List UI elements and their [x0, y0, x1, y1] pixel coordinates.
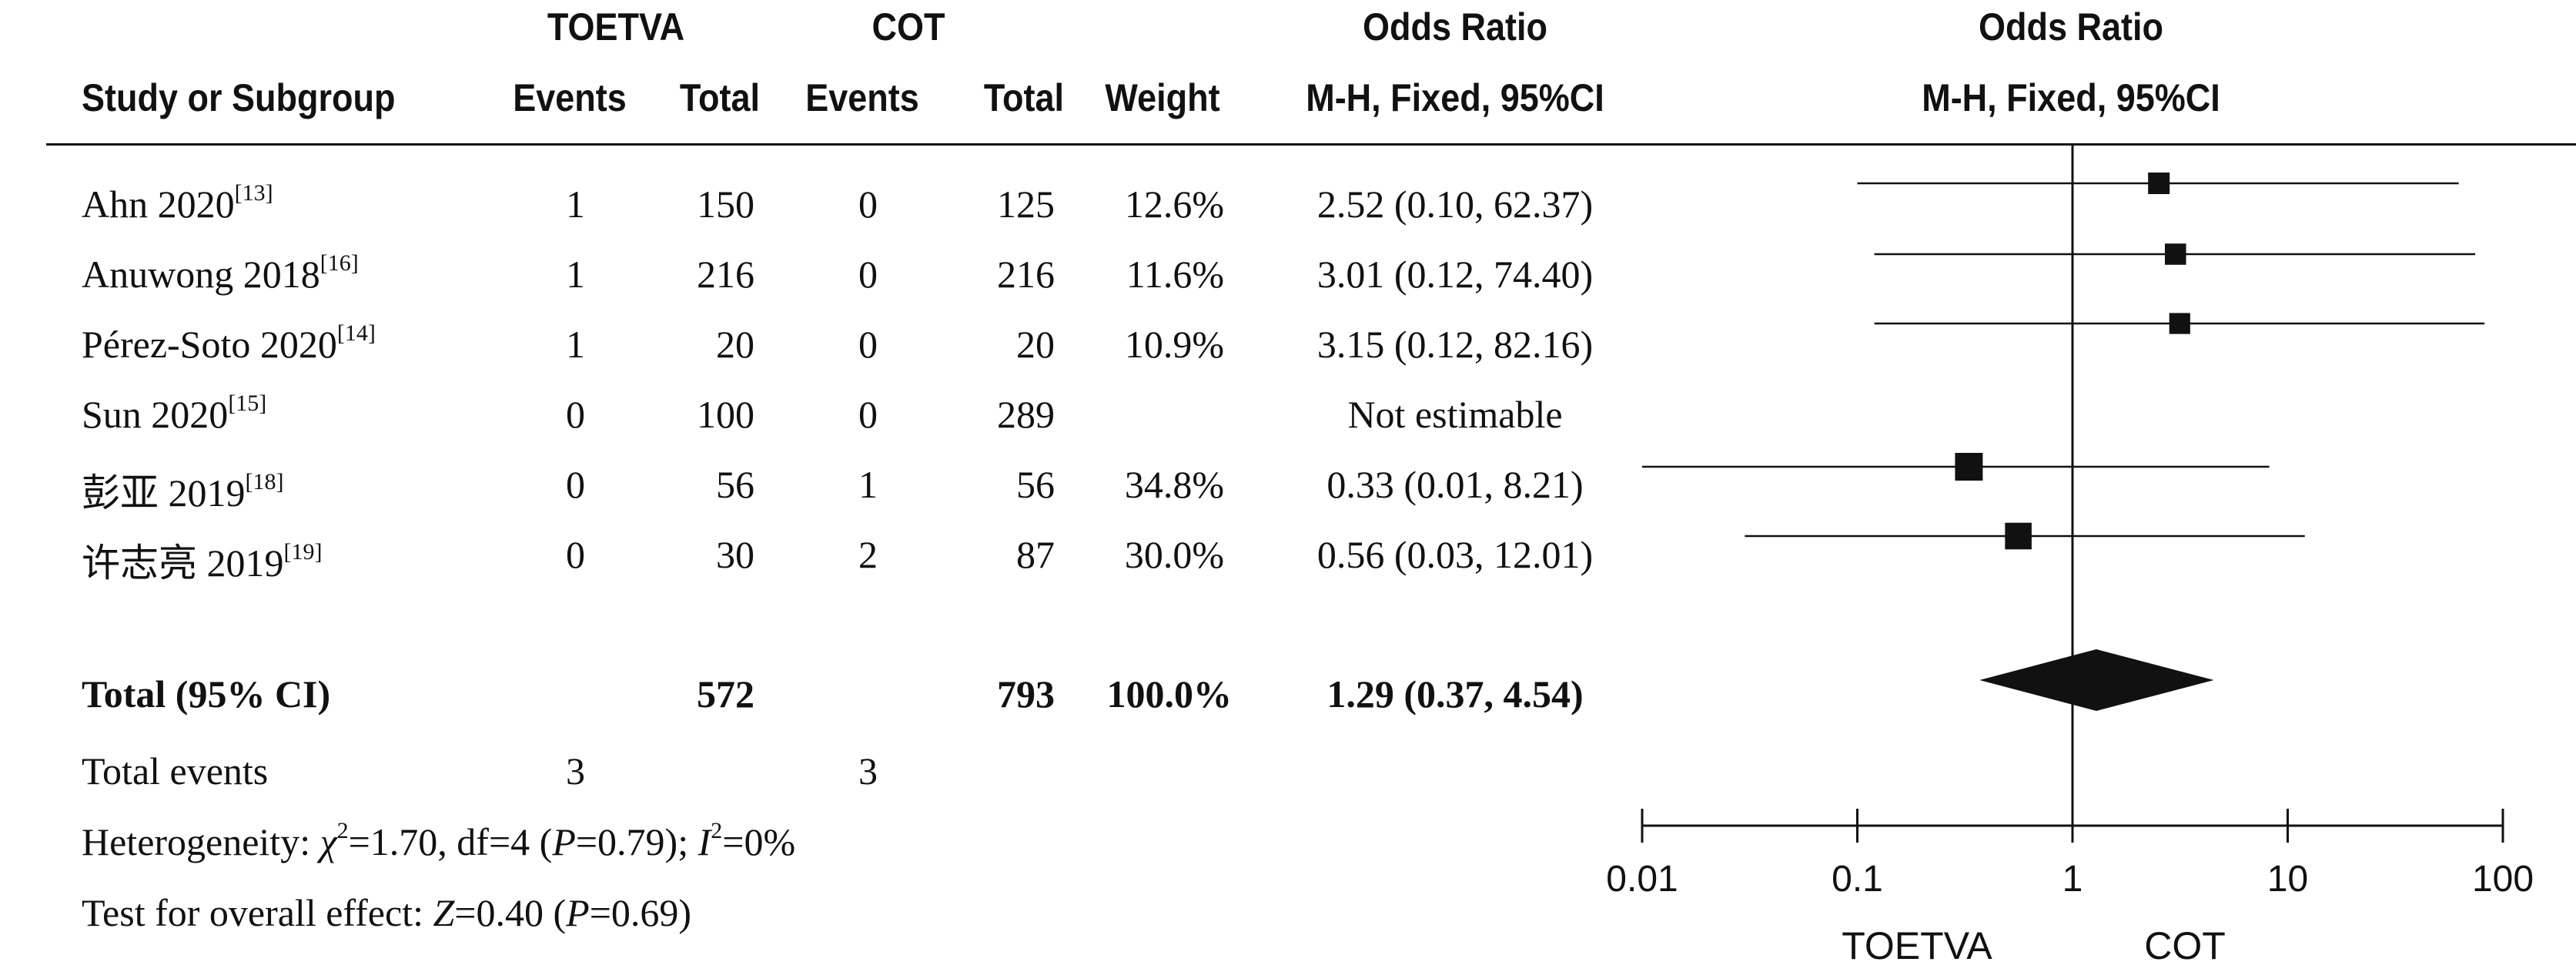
- study-e1-0: 1: [566, 183, 585, 226]
- header-total-2: Total: [983, 76, 1065, 119]
- header-group1: TOETVA: [547, 5, 685, 49]
- study-t2-3: 289: [997, 393, 1055, 436]
- study-t2-5: 87: [1016, 533, 1055, 576]
- study-e1-5: 0: [566, 533, 585, 576]
- study-e2-5: 2: [858, 533, 878, 576]
- study-t1-0: 150: [697, 183, 754, 226]
- header-group2: COT: [871, 5, 945, 49]
- header-or-method: M-H, Fixed, 95%CI: [1306, 76, 1604, 119]
- header-study: Study or Subgroup: [82, 76, 396, 119]
- study-t2-2: 20: [1016, 323, 1055, 366]
- pooled-diamond: [1979, 649, 2214, 711]
- header-plot-title: Odds Ratio: [1978, 5, 2164, 49]
- x-tick-label-3: 10: [2267, 859, 2308, 900]
- overall-effect-line: Test for overall effect: Z=0.40 (P=0.69): [82, 891, 692, 934]
- study-name-4: 彭亚 2019[18]: [82, 469, 284, 515]
- header-weight: Weight: [1105, 76, 1220, 119]
- study-name-0: Ahn 2020[13]: [82, 180, 273, 226]
- study-ci-0: 2.52 (0.10, 62.37): [1316, 183, 1594, 226]
- study-t2-0: 125: [997, 183, 1055, 226]
- x-tick-label-1: 0.1: [1832, 859, 1883, 900]
- study-ci-2: 3.15 (0.12, 82.16): [1316, 323, 1594, 366]
- header-events-1: Events: [513, 76, 627, 119]
- study-weight-5: 30.0%: [1124, 533, 1224, 576]
- x-tick-label-2: 1: [2062, 859, 2083, 900]
- total-t2: 793: [997, 672, 1055, 716]
- study-name-5: 许志亮 2019[19]: [82, 539, 323, 585]
- study-e1-3: 0: [566, 393, 585, 436]
- study-t1-5: 30: [716, 533, 754, 576]
- x-tick-label-4: 100: [2472, 859, 2534, 900]
- study-e2-4: 1: [858, 463, 878, 506]
- study-e2-0: 0: [858, 183, 878, 226]
- study-name-1: Anuwong 2018[16]: [82, 250, 359, 297]
- study-t2-4: 56: [1016, 463, 1055, 506]
- point-estimate-4: [2005, 522, 2032, 550]
- header-or-title: Odds Ratio: [1362, 5, 1548, 49]
- study-t1-2: 20: [716, 323, 754, 366]
- study-name-3: Sun 2020[15]: [82, 390, 267, 437]
- study-e2-2: 0: [858, 323, 878, 366]
- study-ci-5: 0.56 (0.03, 12.01): [1316, 533, 1594, 576]
- study-ci-1: 3.01 (0.12, 74.40): [1316, 253, 1594, 296]
- total-weight: 100.0%: [1106, 672, 1233, 716]
- study-t1-3: 100: [697, 393, 754, 436]
- point-estimate-1: [2164, 243, 2186, 265]
- study-weight-2: 10.9%: [1124, 323, 1224, 366]
- study-e1-1: 1: [566, 253, 585, 296]
- total-events-e1: 3: [566, 749, 585, 793]
- heterogeneity-line: Heterogeneity: χ2=1.70, df=4 (P=0.79); I…: [82, 818, 796, 864]
- favours-left-label: TOETVA: [1842, 924, 1992, 967]
- x-tick-label-0: 0.01: [1606, 859, 1678, 900]
- header-plot-method: M-H, Fixed, 95%CI: [1922, 76, 2220, 119]
- total-events-label: Total events: [82, 749, 269, 793]
- point-estimate-2: [2169, 313, 2190, 334]
- study-weight-4: 34.8%: [1124, 463, 1224, 506]
- study-e1-4: 0: [566, 463, 585, 506]
- study-t1-1: 216: [697, 253, 754, 296]
- study-ci-4: 0.33 (0.01, 8.21): [1326, 463, 1584, 506]
- study-e2-3: 0: [858, 393, 878, 436]
- header-rule: [46, 143, 2576, 146]
- study-t1-4: 56: [716, 463, 754, 506]
- total-t1: 572: [697, 672, 754, 716]
- study-t2-1: 216: [997, 253, 1055, 296]
- point-estimate-3: [1955, 453, 1983, 481]
- study-name-2: Pérez-Soto 2020[14]: [82, 320, 376, 367]
- point-estimate-0: [2148, 172, 2170, 195]
- study-weight-1: 11.6%: [1126, 253, 1224, 296]
- study-ci-3: Not estimable: [1347, 393, 1563, 436]
- header-events-2: Events: [805, 76, 919, 119]
- header-total-1: Total: [679, 76, 761, 119]
- total-events-e2: 3: [858, 749, 878, 793]
- total-label: Total (95% CI): [82, 672, 331, 716]
- study-weight-0: 12.6%: [1124, 183, 1224, 226]
- favours-right-label: COT: [2144, 924, 2226, 967]
- total-ci: 1.29 (0.37, 4.54): [1326, 672, 1584, 716]
- study-e2-1: 0: [858, 253, 878, 296]
- study-e1-2: 1: [566, 323, 585, 366]
